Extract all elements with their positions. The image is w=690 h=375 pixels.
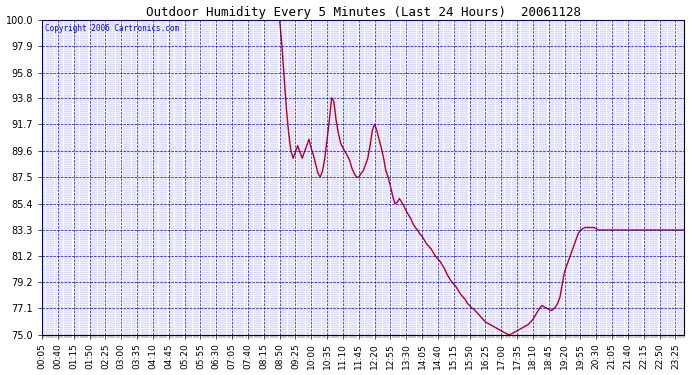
Text: Copyright 2006 Cartronics.com: Copyright 2006 Cartronics.com	[46, 24, 179, 33]
Title: Outdoor Humidity Every 5 Minutes (Last 24 Hours)  20061128: Outdoor Humidity Every 5 Minutes (Last 2…	[146, 6, 581, 18]
